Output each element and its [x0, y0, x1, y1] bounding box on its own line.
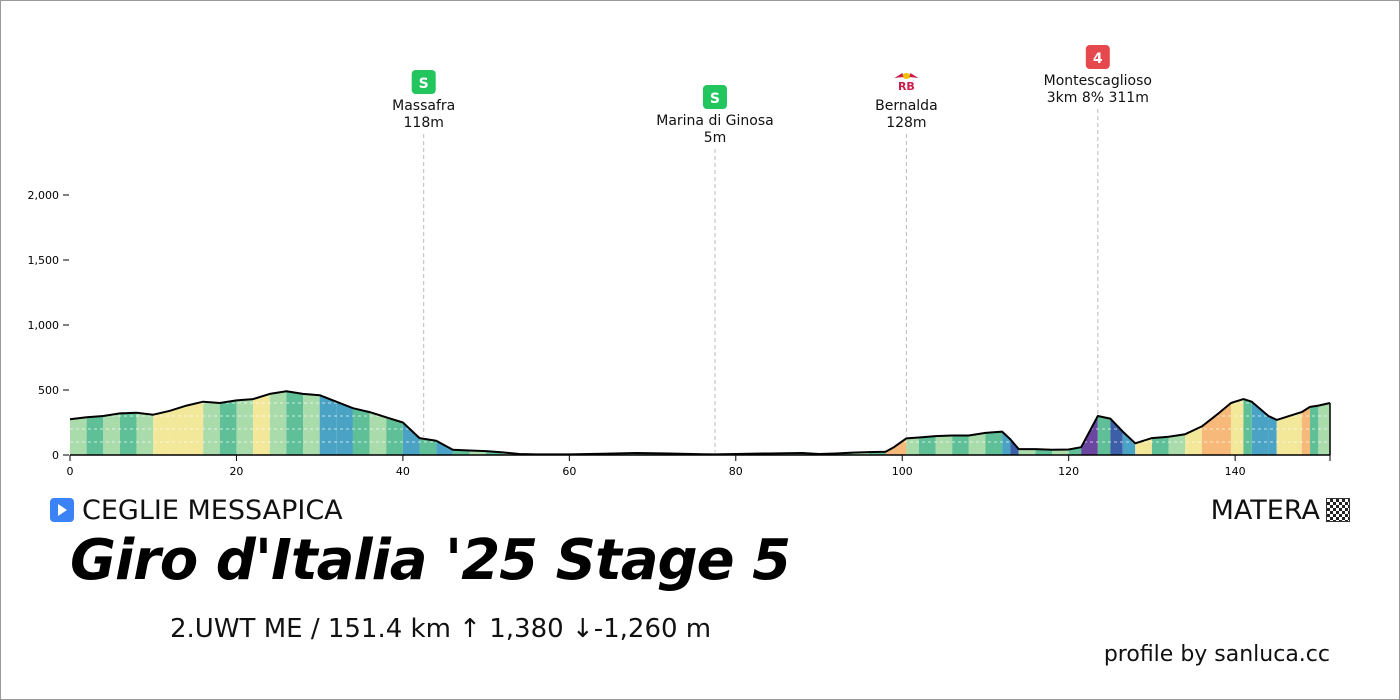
gradient-segment — [70, 417, 87, 455]
x-tick-label: 120 — [1058, 465, 1079, 478]
y-tick-label: 0 — [52, 449, 59, 462]
start-location-name: CEGLIE MESSAPICA — [82, 494, 343, 526]
poi-name: Montescaglioso — [1044, 73, 1152, 89]
gradient-segment — [436, 440, 453, 455]
gradient-segment — [402, 422, 420, 455]
gradient-segment — [369, 412, 387, 455]
profile-outline — [69, 390, 1331, 456]
gradient-segment — [169, 405, 187, 455]
y-tick-label: 500 — [38, 384, 59, 397]
gradient-segment — [86, 416, 104, 455]
poi-badge-label: S — [419, 76, 429, 92]
gradient-segment — [1276, 417, 1286, 455]
gradient-segment — [1122, 431, 1136, 455]
poi-detail: 128m — [886, 115, 926, 131]
gradient-segment — [1110, 418, 1123, 455]
gradient-segment — [906, 437, 919, 455]
poi-name: Marina di Ginosa — [656, 113, 773, 129]
poi-detail: 5m — [704, 130, 727, 146]
profile-credit: profile by sanluca.cc — [1103, 642, 1330, 667]
x-tick-label: 100 — [892, 465, 913, 478]
gradient-segment — [1301, 406, 1311, 455]
gradient-segment — [103, 413, 120, 455]
profile-line — [69, 390, 1331, 456]
finish-location-name: MATERA — [1210, 494, 1320, 526]
gradient-segment — [1151, 436, 1169, 455]
poi-badge-label: S — [710, 91, 720, 107]
gradient-segment — [1243, 399, 1252, 455]
gradient-segment — [153, 410, 170, 455]
poi-name: Bernalda — [875, 98, 938, 114]
x-tick-label: 80 — [729, 465, 743, 478]
gradient-segment — [1310, 405, 1319, 455]
gradient-segment — [1185, 426, 1202, 455]
gradient-segment — [136, 412, 154, 455]
y-tick-label: 2,000 — [28, 189, 60, 202]
checkered-flag-icon — [1326, 498, 1350, 522]
gradient-segment — [1052, 449, 1069, 455]
gradient-segment — [952, 435, 969, 455]
gradient-segment — [253, 393, 270, 455]
x-tick-label: 140 — [1225, 465, 1246, 478]
poi-badge-label: RB — [898, 80, 915, 93]
gradient-segment — [386, 417, 403, 455]
gradient-segment — [186, 401, 204, 455]
x-tick-label: 40 — [396, 465, 410, 478]
y-tick-label: 1,500 — [28, 254, 60, 267]
gradient-segment — [968, 432, 986, 455]
gradient-segment — [1230, 399, 1244, 455]
gradient-segment — [1285, 412, 1302, 455]
poi-badge — [1085, 45, 1110, 69]
gradient-segment — [119, 412, 137, 455]
poi-badge — [702, 85, 727, 109]
start-location: CEGLIE MESSAPICA — [50, 494, 343, 526]
gradient-segment — [303, 393, 320, 455]
x-tick-label: 20 — [229, 465, 243, 478]
axes: 0 20 40 60 80 100 120 140 0 500 1,000 1,500 2,000 — [28, 189, 1331, 478]
x-tick-label: 0 — [67, 465, 74, 478]
finish-location: MATERA — [1211, 494, 1350, 526]
gradient-segment — [203, 401, 220, 455]
gradient-segment — [1097, 416, 1111, 455]
poi-name: Massafra — [392, 98, 455, 114]
poi-detail: 118m — [404, 115, 444, 131]
gradient-segment — [893, 438, 907, 455]
gradient-segment — [985, 431, 1003, 455]
gradient-segment — [219, 400, 237, 455]
gradient-segment — [1268, 416, 1277, 455]
gradient-bands — [70, 175, 1330, 455]
poi-badge — [411, 70, 436, 94]
gradient-segment — [269, 391, 287, 455]
gradient-segment — [1018, 449, 1036, 455]
sky-mask — [70, 175, 1330, 455]
gradient-segment — [319, 395, 337, 455]
red-bull-icon: RB — [894, 73, 919, 93]
y-tick-label: 1,000 — [28, 319, 60, 332]
gradient-segment — [918, 436, 936, 455]
play-icon — [50, 498, 74, 522]
gradient-segment — [286, 391, 304, 455]
x-tick-label: 60 — [562, 465, 576, 478]
poi-badge-label: 4 — [1093, 51, 1103, 67]
gradient-segment — [236, 399, 254, 455]
stage-summary: 2.UWT ME / 151.4 km ↑ 1,380 ↓-1,260 m — [170, 614, 712, 644]
stage-title: Giro d'Italia '25 Stage 5 — [70, 528, 791, 593]
gradient-segment — [336, 401, 353, 455]
gradient-segment — [1168, 434, 1186, 455]
gradient-segment — [352, 408, 370, 455]
poi-detail: 3km 8% 311m — [1047, 90, 1149, 106]
gradient-segment — [935, 435, 953, 455]
